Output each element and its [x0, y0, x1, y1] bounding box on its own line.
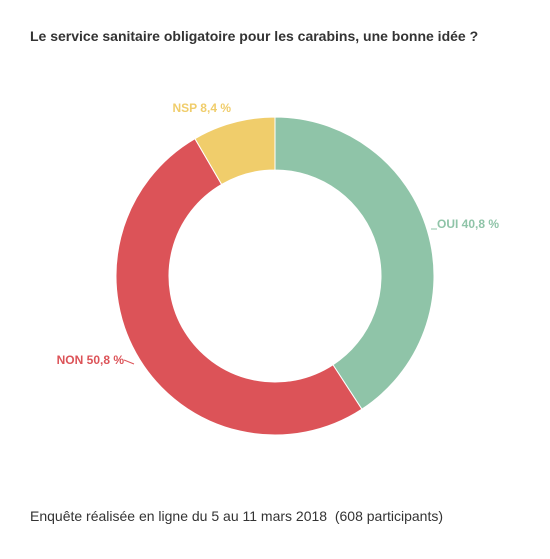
- chart-footer-note: Enquête réalisée en ligne du 5 au 11 mar…: [30, 508, 444, 524]
- slice-non: [115, 137, 363, 436]
- slice-nsp: [194, 116, 276, 186]
- slice-label-oui: OUI 40,8 %: [437, 217, 499, 231]
- slice-label-leader-non: [123, 359, 135, 365]
- slice-label-non: NON 50,8 %: [57, 353, 125, 367]
- chart-title: Le service sanitaire obligatoire pour le…: [30, 28, 479, 44]
- slice-label-nsp: NSP 8,4 %: [173, 101, 232, 115]
- slice-oui: [274, 116, 435, 410]
